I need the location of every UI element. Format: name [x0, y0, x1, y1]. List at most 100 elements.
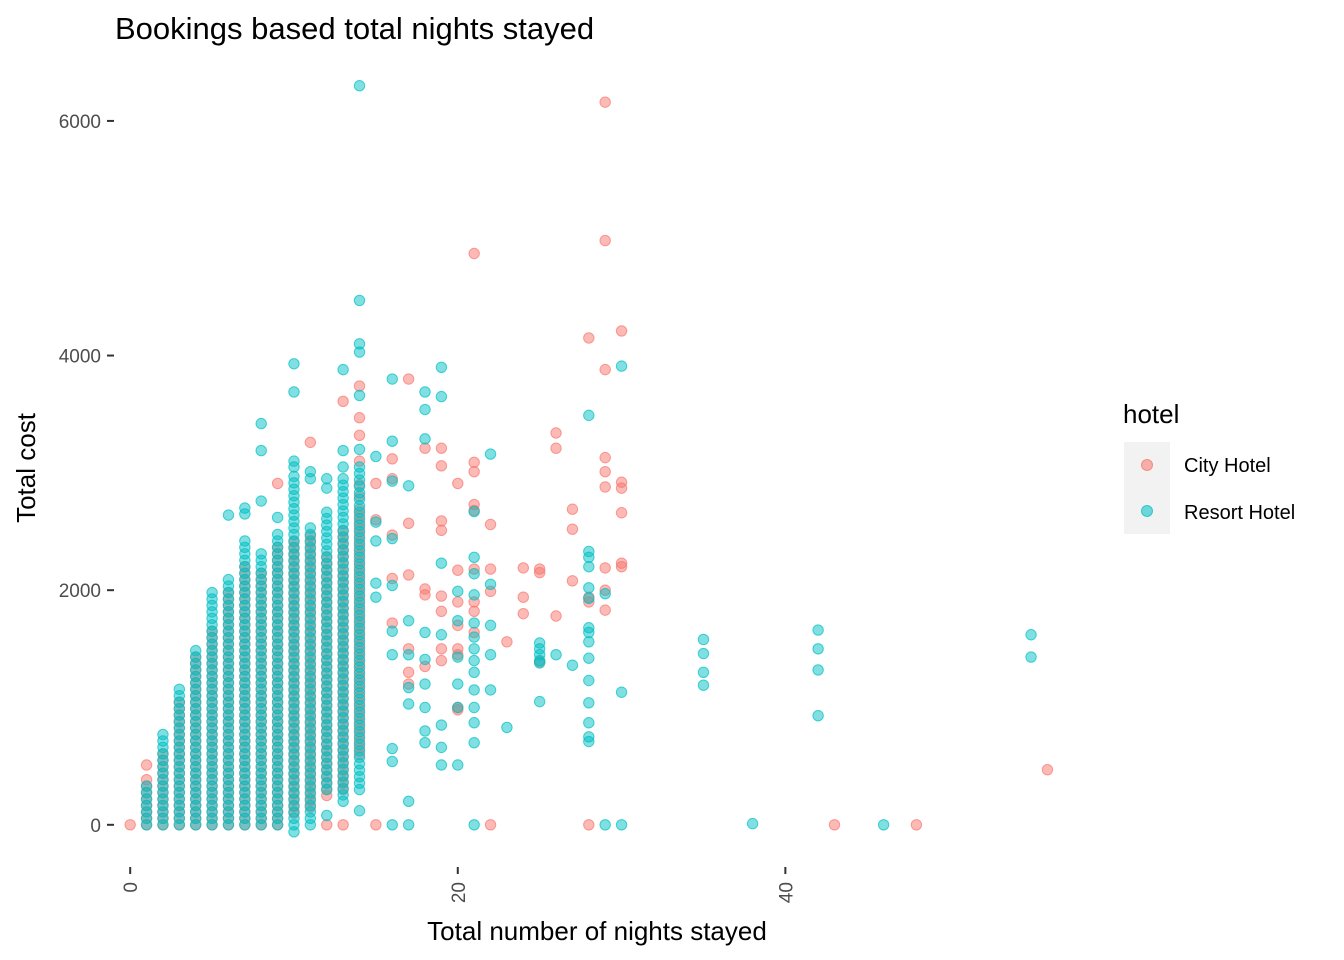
- city-hotel-point: [599, 234, 611, 247]
- resort-hotel-point: [583, 735, 595, 748]
- city-hotel-point: [517, 607, 529, 620]
- resort-hotel-point: [288, 826, 300, 838]
- city-hotel-point: [599, 562, 611, 574]
- resort-hotel-point: [583, 674, 595, 687]
- city-hotel-point: [615, 561, 628, 573]
- city-hotel-point: [271, 477, 284, 490]
- resort-hotel-point: [370, 577, 382, 589]
- city-hotel-point: [337, 395, 349, 408]
- city-hotel-point: [468, 605, 480, 617]
- resort-hotel-point: [402, 614, 415, 627]
- resort-hotel-point: [533, 657, 546, 669]
- resort-hotel-point: [206, 586, 218, 599]
- resort-hotel-point: [353, 389, 366, 402]
- resort-hotel-point: [583, 561, 595, 573]
- resort-hotel-point: [501, 721, 513, 734]
- resort-hotel-point: [386, 755, 398, 768]
- city-hotel-point: [550, 427, 562, 439]
- city-hotel-point: [615, 507, 628, 519]
- city-hotel-point: [435, 643, 448, 655]
- resort-hotel-point: [419, 403, 431, 416]
- city-hotel-point: [599, 604, 611, 616]
- resort-hotel-point: [222, 509, 235, 521]
- x-tick-label: 20: [449, 882, 470, 903]
- chart-title: Bookings based total nights stayed: [115, 11, 594, 46]
- city-hotel-point: [550, 610, 562, 622]
- city-hotel-point: [435, 515, 448, 527]
- city-hotel-point: [321, 819, 333, 831]
- resort-hotel-point: [468, 551, 480, 564]
- resort-hotel-point: [435, 741, 448, 754]
- resort-hotel-point: [386, 742, 398, 755]
- resort-hotel-point: [288, 358, 300, 370]
- resort-hotel-point: [321, 473, 333, 485]
- resort-hotel-point: [812, 643, 824, 655]
- resort-hotel-point: [386, 373, 398, 385]
- resort-hotel-point: [386, 435, 398, 447]
- legend-marker-city-hotel: [1141, 459, 1153, 471]
- resort-hotel-point: [386, 649, 398, 661]
- resort-hotel-point: [615, 819, 628, 831]
- x-axis-title: Total number of nights stayed: [427, 916, 767, 946]
- series-resort-hotel: [140, 80, 1037, 838]
- city-hotel-point: [566, 575, 579, 587]
- city-hotel-point: [533, 566, 546, 579]
- legend-title: hotel: [1123, 399, 1179, 429]
- city-hotel-point: [468, 247, 480, 260]
- x-tick-label: 40: [776, 882, 797, 903]
- city-hotel-point: [517, 562, 529, 574]
- city-hotel-point: [386, 453, 398, 465]
- city-hotel-point: [140, 759, 153, 771]
- city-hotel-point: [517, 591, 529, 603]
- resort-hotel-point: [190, 644, 202, 657]
- city-hotel-point: [599, 465, 611, 478]
- resort-hotel-point: [452, 678, 464, 690]
- city-hotel-point: [484, 819, 497, 831]
- city-hotel-point: [501, 636, 513, 648]
- city-hotel-point: [599, 481, 611, 493]
- resort-hotel-point: [697, 647, 710, 660]
- city-hotel-point: [402, 373, 415, 385]
- resort-hotel-point: [321, 809, 333, 822]
- resort-hotel-point: [370, 535, 382, 547]
- city-hotel-point: [419, 589, 431, 601]
- resort-hotel-point: [484, 649, 497, 661]
- resort-hotel-point: [435, 629, 448, 641]
- resort-hotel-point: [697, 666, 710, 678]
- resort-hotel-point: [419, 653, 431, 666]
- city-hotel-point: [337, 819, 349, 831]
- resort-hotel-point: [321, 506, 333, 518]
- resort-hotel-point: [583, 636, 595, 648]
- resort-hotel-point: [337, 461, 349, 473]
- city-hotel-point: [370, 819, 382, 831]
- resort-hotel-point: [615, 360, 628, 372]
- resort-hotel-point: [566, 659, 579, 671]
- resort-hotel-point: [402, 819, 415, 831]
- resort-hotel-point: [402, 480, 415, 492]
- legend-label-resort-hotel: Resort Hotel: [1184, 502, 1295, 524]
- city-hotel-point: [599, 96, 611, 108]
- resort-hotel-point: [1025, 651, 1037, 663]
- resort-hotel-point: [239, 535, 251, 547]
- city-hotel-point: [452, 477, 464, 490]
- resort-hotel-point: [386, 819, 398, 831]
- y-tick-label: 2000: [59, 581, 101, 602]
- resort-hotel-point: [615, 686, 628, 698]
- city-hotel-point: [484, 563, 497, 575]
- resort-hotel-point: [337, 363, 349, 376]
- legend-label-city-hotel: City Hotel: [1184, 455, 1271, 477]
- resort-hotel-point: [353, 346, 366, 358]
- city-hotel-point: [452, 564, 464, 576]
- resort-hotel-point: [468, 684, 480, 696]
- resort-hotel-point: [468, 717, 480, 729]
- city-hotel-point: [353, 380, 366, 392]
- city-hotel-point: [419, 442, 431, 454]
- resort-hotel-point: [370, 516, 382, 528]
- resort-hotel-point: [468, 631, 480, 643]
- resort-hotel-point: [419, 433, 431, 445]
- resort-hotel-point: [419, 626, 431, 639]
- city-hotel-point: [435, 590, 448, 602]
- x-tick-label: 0: [121, 882, 142, 893]
- city-hotel-point: [468, 465, 480, 478]
